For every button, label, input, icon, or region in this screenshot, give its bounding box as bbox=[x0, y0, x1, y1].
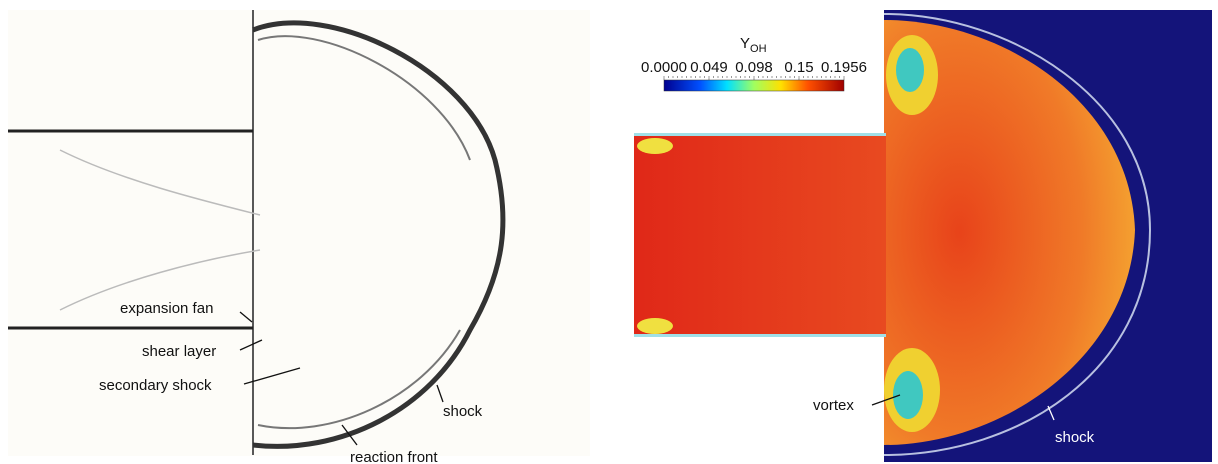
colorbar-title: YOH bbox=[740, 35, 767, 55]
annotation: secondary shock bbox=[99, 377, 212, 394]
figure: expansion fan shear layer secondary shoc… bbox=[0, 0, 1218, 464]
vortex bbox=[893, 371, 923, 419]
channel-wall bbox=[634, 133, 886, 136]
vortex bbox=[637, 138, 673, 154]
vortex bbox=[637, 318, 673, 334]
annotation: shear layer bbox=[142, 343, 216, 360]
colorbar-tick-label: 0.049 bbox=[690, 59, 728, 76]
colorbar-tick-label: 0.098 bbox=[735, 59, 773, 76]
annotation: vortex bbox=[813, 397, 854, 414]
colorbar-tick-label: 0.1956 bbox=[821, 59, 867, 76]
annotation: reaction front bbox=[350, 449, 438, 464]
colorbar-tick-label: 0.15 bbox=[784, 59, 813, 76]
colorbar bbox=[664, 80, 844, 91]
left-panel: expansion fan shear layer secondary shoc… bbox=[8, 10, 590, 464]
colorbar-title-main: Y bbox=[740, 35, 750, 52]
vortex bbox=[896, 48, 924, 92]
channel bbox=[634, 135, 886, 336]
annotation: shock bbox=[1055, 429, 1095, 446]
colorbar-title-sub: OH bbox=[750, 43, 767, 55]
annotation: shock bbox=[443, 403, 483, 420]
channel-wall bbox=[634, 334, 886, 337]
colorbar-tick-label: 0.0000 bbox=[641, 59, 687, 76]
annotation: expansion fan bbox=[120, 300, 213, 317]
